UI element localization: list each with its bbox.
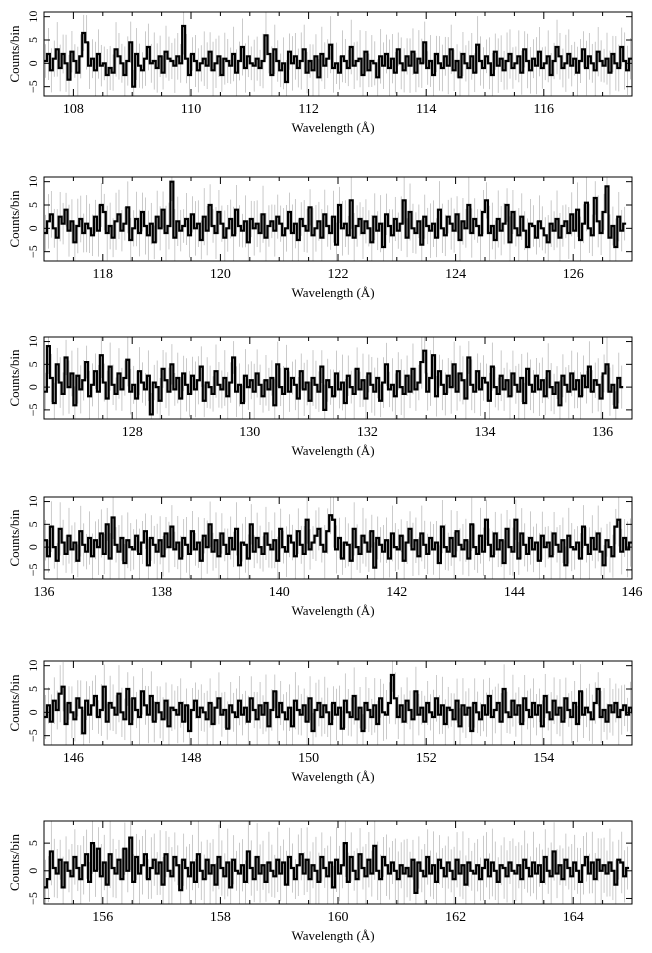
y-tick-label: 0	[26, 384, 40, 390]
x-axis-label: Wavelength (Å)	[291, 120, 374, 135]
spectrum-histogram	[44, 345, 624, 416]
y-tick-label: −5	[26, 729, 40, 742]
y-tick-label: 10	[26, 176, 40, 188]
data-layer	[44, 337, 624, 419]
x-axis-label: Wavelength (Å)	[291, 769, 374, 784]
spectrum-histogram	[44, 836, 630, 895]
x-axis-label: Wavelength (Å)	[291, 603, 374, 618]
x-tick-label: 158	[210, 910, 231, 925]
x-tick-label: 146	[622, 585, 643, 600]
x-tick-label: 142	[386, 585, 407, 600]
x-tick-label: 152	[416, 751, 437, 766]
x-tick-label: 134	[475, 425, 496, 440]
x-tick-label: 144	[504, 585, 525, 600]
y-axis-label: Counts/bin	[7, 674, 22, 732]
x-tick-label: 154	[533, 751, 554, 766]
x-tick-label: 112	[298, 102, 318, 117]
x-tick-label: 136	[34, 585, 55, 600]
spectrum-panel-1: 108 110 112 114 116 −5 0 5 10 Wavelength (Å) Count…	[7, 11, 633, 135]
y-tick-label: −5	[26, 80, 40, 93]
y-tick-label: 0	[26, 709, 40, 715]
y-tick-label: 0	[26, 868, 40, 874]
x-tick-label: 136	[592, 425, 613, 440]
spectrum-histogram	[44, 514, 632, 569]
x-tick-label: 108	[63, 102, 84, 117]
x-tick-label: 126	[563, 267, 584, 282]
y-tick-label: 5	[26, 840, 40, 846]
y-tick-label: 5	[26, 521, 40, 527]
y-tick-label: 0	[26, 544, 40, 550]
x-tick-label: 120	[210, 267, 231, 282]
spectrum-histogram	[44, 180, 627, 249]
x-tick-label: 156	[92, 910, 113, 925]
spectrum-histogram	[44, 24, 632, 88]
y-tick-label: 10	[26, 496, 40, 508]
x-axis-label: Wavelength (Å)	[291, 928, 374, 943]
spectrum-panel-3: 128 130 132 134 136 −5 0 5 10 Wavelength (Å) Count…	[7, 336, 633, 458]
spectrum-panel-6: 156 158 160 162 164 −5 0 5 Wavelength (Å) Counts/…	[7, 820, 633, 943]
x-tick-label: 150	[298, 751, 319, 766]
data-layer	[44, 497, 632, 579]
spectrum-panel-5: 146 148 150 152 154 −5 0 5 10 Wavelength (Å) Count…	[7, 660, 633, 784]
x-tick-label: 114	[416, 102, 436, 117]
x-tick-label: 140	[269, 585, 290, 600]
x-tick-label: 110	[181, 102, 201, 117]
y-axis-label: Counts/bin	[7, 25, 22, 83]
y-tick-label: −5	[26, 403, 40, 416]
data-layer	[44, 821, 630, 904]
y-tick-label: 10	[26, 336, 40, 348]
spectrum-panel-2: 118 120 122 124 126 −5 0 5 10 Wavelength (Å) Count…	[7, 176, 633, 300]
y-tick-label: 5	[26, 361, 40, 367]
y-tick-label: −5	[26, 563, 40, 576]
y-axis-label: Counts/bin	[7, 509, 22, 567]
y-axis-label: Counts/bin	[7, 349, 22, 407]
x-tick-label: 128	[122, 425, 143, 440]
y-axis-label: Counts/bin	[7, 833, 22, 891]
y-axis-label: Counts/bin	[7, 190, 22, 248]
y-tick-label: 10	[26, 11, 40, 23]
x-tick-label: 130	[239, 425, 260, 440]
x-tick-label: 164	[563, 910, 584, 925]
x-tick-label: 138	[151, 585, 172, 600]
x-tick-label: 124	[445, 267, 466, 282]
x-tick-label: 118	[93, 267, 113, 282]
y-tick-label: 5	[26, 202, 40, 208]
y-tick-label: 0	[26, 225, 40, 231]
y-tick-label: −5	[26, 245, 40, 258]
data-layer	[44, 177, 627, 261]
x-tick-label: 162	[445, 910, 466, 925]
x-tick-label: 160	[328, 910, 349, 925]
y-tick-label: 0	[26, 60, 40, 66]
spectrum-panel-4: 136 138 140 142 144 146 −5 0 5 10 Wavelength (Å) Co…	[7, 496, 643, 618]
x-tick-label: 122	[328, 267, 349, 282]
x-tick-label: 148	[181, 751, 202, 766]
x-tick-label: 116	[534, 102, 554, 117]
y-tick-label: 5	[26, 686, 40, 692]
spectrum-histogram	[44, 673, 632, 735]
x-axis-label: Wavelength (Å)	[291, 285, 374, 300]
data-layer	[44, 12, 632, 96]
y-tick-label: −5	[26, 892, 40, 905]
x-tick-label: 146	[63, 751, 84, 766]
x-tick-label: 132	[357, 425, 378, 440]
x-axis-label: Wavelength (Å)	[291, 443, 374, 458]
data-layer	[44, 661, 632, 745]
y-tick-label: 5	[26, 37, 40, 43]
y-tick-label: 10	[26, 660, 40, 672]
